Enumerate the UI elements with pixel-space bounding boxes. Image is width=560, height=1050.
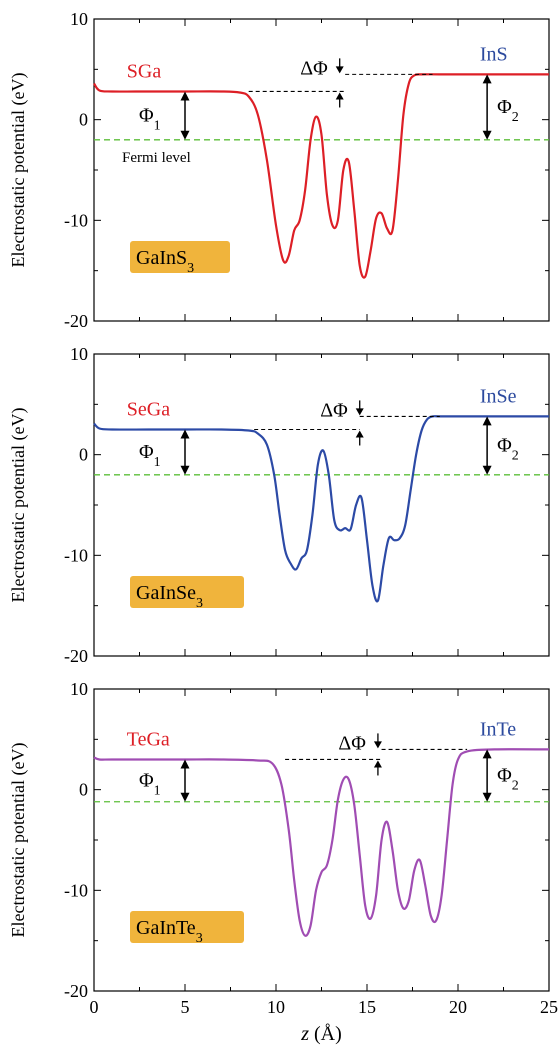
y-tick-label: 0 <box>79 110 88 130</box>
y-tick-label: 10 <box>70 344 88 364</box>
compound-label: GaInTe3 <box>136 917 203 946</box>
delta-phi-arrows <box>355 400 364 446</box>
y-tick-label: -20 <box>64 311 88 331</box>
phi1-label: Φ1 <box>139 770 161 799</box>
phi2-label: Φ2 <box>497 96 519 125</box>
panel-2: -20 -10 0 10 Electrostatic potential (eV) ΔΦ Φ… <box>8 344 550 666</box>
x-tick-label: 20 <box>449 997 467 1017</box>
fermi-level-label: Fermi level <box>122 150 191 166</box>
compound-label: GaInS3 <box>136 247 194 276</box>
x-tick-label: 5 <box>181 997 190 1017</box>
y-tick-label: 0 <box>79 780 88 800</box>
y-tick-label: 0 <box>79 445 88 465</box>
potential-curve <box>93 73 549 279</box>
y-axis-label: Electrostatic potential (eV) <box>8 73 29 268</box>
delta-phi-label: ΔΦ <box>338 732 366 754</box>
delta-phi-label: ΔΦ <box>300 57 328 79</box>
y-tick-label: -20 <box>64 981 88 1001</box>
right-termination-label: InSe <box>480 385 517 407</box>
delta-phi-label: ΔΦ <box>320 399 348 421</box>
x-axis-label: z (Å) <box>300 1023 342 1045</box>
y-tick-label: -10 <box>64 210 88 230</box>
delta-phi-arrows <box>373 733 382 776</box>
y-tick-label: -10 <box>64 545 88 565</box>
y-tick-label: 10 <box>70 9 88 29</box>
left-termination-label: SeGa <box>127 399 170 421</box>
y-axis-label: Electrostatic potential (eV) <box>8 743 29 938</box>
panel-3: -20 -10 0 10 0 5 10 15 20 25 Electrostatic potenti… <box>8 679 558 1017</box>
compound-label: GaInSe3 <box>136 582 203 611</box>
y-tick-label: -10 <box>64 880 88 900</box>
x-tick-label: 25 <box>540 997 558 1017</box>
potential-curve <box>93 748 550 937</box>
y-axis-label: Electrostatic potential (eV) <box>8 408 29 603</box>
x-tick-label: 10 <box>267 997 285 1017</box>
phi2-arrow <box>482 416 492 475</box>
y-tick-label: -20 <box>64 646 88 666</box>
phi2-arrow <box>482 74 492 140</box>
phi2-label: Φ2 <box>497 435 519 464</box>
phi1-arrow <box>180 429 190 475</box>
phi2-arrow <box>482 749 492 802</box>
x-tick-label: 15 <box>358 997 376 1017</box>
potential-curve <box>93 415 549 603</box>
compound-badge <box>130 911 244 943</box>
y-tick-label: 10 <box>70 679 88 699</box>
phi1-arrow <box>180 759 190 802</box>
panel-1: -20 -10 0 10 Electrostatic potential (eV) Fer… <box>8 9 550 331</box>
right-termination-label: InTe <box>480 718 516 740</box>
left-termination-label: SGa <box>127 60 162 82</box>
phi1-label: Φ1 <box>139 105 161 134</box>
phi1-arrow <box>180 91 190 140</box>
compound-badge <box>130 576 244 608</box>
phi1-label: Φ1 <box>139 441 161 470</box>
delta-phi-arrows <box>335 58 344 108</box>
compound-badge <box>130 241 230 273</box>
left-termination-label: TeGa <box>127 728 170 750</box>
phi2-label: Φ2 <box>497 765 519 794</box>
right-termination-label: InS <box>480 43 508 65</box>
x-tick-label: 0 <box>90 997 99 1017</box>
